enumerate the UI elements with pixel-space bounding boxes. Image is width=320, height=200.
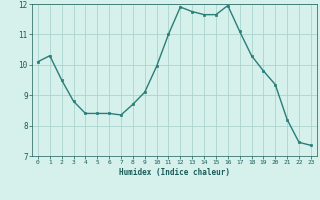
- X-axis label: Humidex (Indice chaleur): Humidex (Indice chaleur): [119, 168, 230, 177]
